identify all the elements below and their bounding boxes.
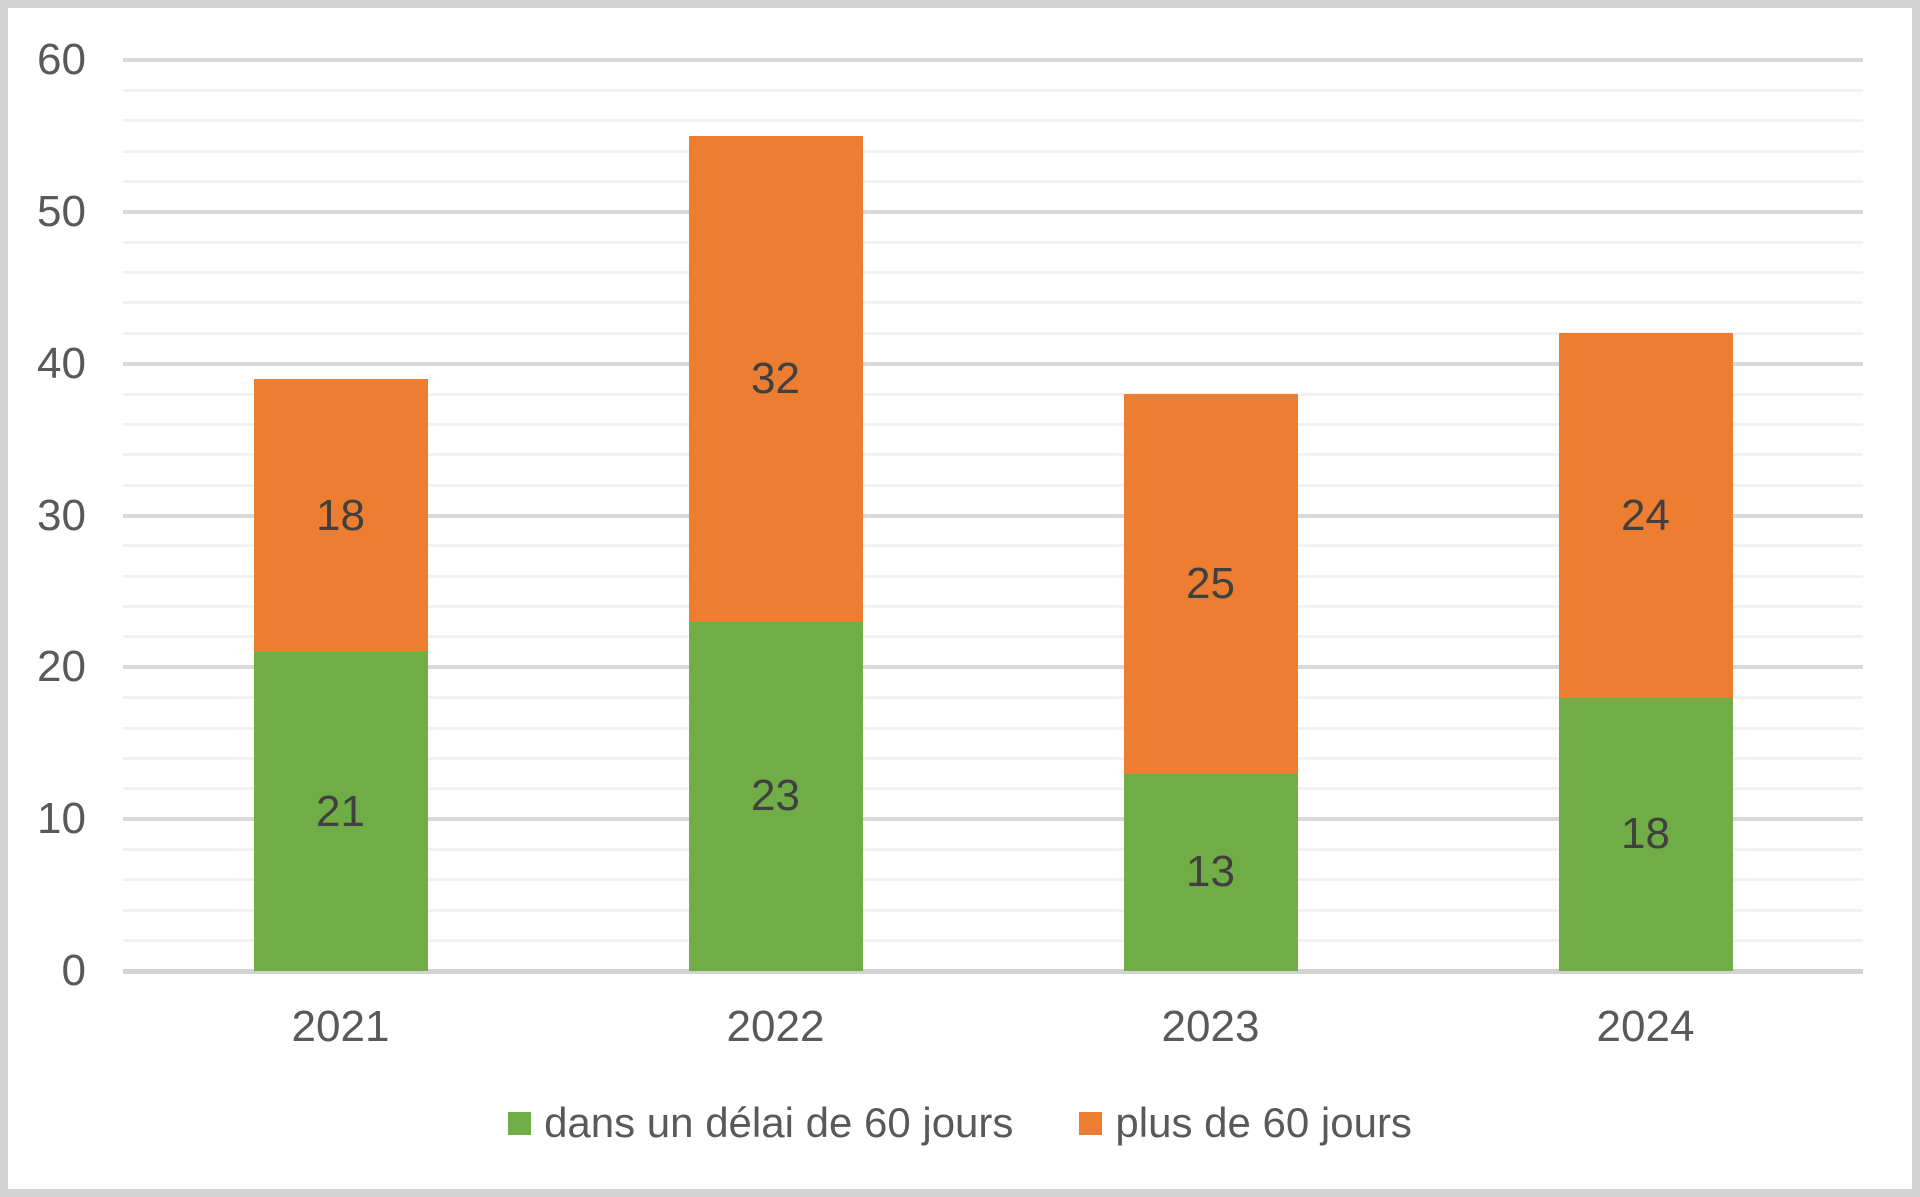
y-gridline-minor [123, 392, 1863, 396]
y-gridline-minor [123, 453, 1863, 457]
y-gridline-minor [123, 787, 1863, 791]
y-tick-label: 40 [37, 338, 86, 388]
y-gridline-major [123, 361, 1863, 366]
y-gridline-minor [123, 635, 1863, 639]
y-gridline-major [123, 58, 1863, 62]
y-gridline-minor [123, 119, 1863, 123]
y-tick-label: 60 [37, 35, 86, 84]
y-gridline-minor [123, 149, 1863, 153]
y-gridline-minor [123, 331, 1863, 335]
y-gridline-major [123, 817, 1863, 822]
x-axis-line [123, 968, 1863, 974]
y-gridline-minor [123, 240, 1863, 244]
legend-swatch-icon [1079, 1111, 1103, 1135]
y-gridline-minor [123, 544, 1863, 548]
y-gridline-minor [123, 179, 1863, 183]
y-tick-label: 20 [37, 642, 86, 692]
bar-value-label: 24 [1621, 490, 1670, 540]
x-tick-label-2024: 2024 [1596, 1002, 1695, 1051]
bar-segment-2022-series2 [688, 135, 863, 622]
bar-value-label: 18 [316, 490, 365, 540]
y-gridline-minor [123, 848, 1863, 852]
bar-value-label: 25 [1186, 558, 1235, 608]
legend-swatch-icon [508, 1111, 532, 1135]
y-gridline-minor [123, 422, 1863, 426]
y-gridline-minor [123, 574, 1863, 578]
y-gridline-major [123, 209, 1863, 214]
bar-segment-2023-series1 [1123, 773, 1298, 971]
x-tick-label-2023: 2023 [1161, 1002, 1260, 1051]
legend-label: dans un délai de 60 jours [544, 1099, 1014, 1146]
y-gridline-minor [123, 939, 1863, 943]
y-gridline-major [123, 513, 1863, 518]
y-gridline-minor [123, 483, 1863, 487]
y-gridline-minor [123, 756, 1863, 760]
bar-segment-2021-series1 [253, 652, 428, 971]
bar-value-label: 21 [316, 786, 365, 836]
y-tick-label: 0 [61, 946, 86, 995]
legend-item-series2: plus de 60 jours [1079, 1100, 1412, 1146]
bar-value-label: 13 [1186, 847, 1235, 897]
y-gridline-minor [123, 696, 1863, 700]
y-tick-label: 50 [37, 186, 86, 236]
y-gridline-minor [123, 301, 1863, 305]
y-gridline-minor [123, 908, 1863, 912]
y-gridline-minor [123, 271, 1863, 275]
y-gridline-major [123, 665, 1863, 670]
bar-segment-2024-series2 [1558, 333, 1733, 698]
bar-segment-2022-series1 [688, 621, 863, 971]
y-gridline-minor [123, 88, 1863, 92]
bar-segment-2021-series2 [253, 378, 428, 653]
y-tick-label: 30 [37, 490, 86, 540]
bar-value-label: 18 [1621, 809, 1670, 859]
y-tick-label: 10 [37, 794, 86, 844]
x-tick-label-2021: 2021 [291, 1002, 390, 1051]
y-gridline-minor [123, 605, 1863, 609]
bar-value-label: 32 [751, 353, 800, 403]
bar-value-label: 23 [751, 771, 800, 821]
legend-label: plus de 60 jours [1115, 1099, 1412, 1146]
x-tick-label-2022: 2022 [726, 1002, 825, 1051]
legend: dans un délai de 60 jours plus de 60 jour… [0, 1100, 1920, 1146]
bar-segment-2023-series2 [1123, 394, 1298, 774]
legend-item-series1: dans un délai de 60 jours [508, 1100, 1013, 1146]
bar-segment-2024-series1 [1558, 697, 1733, 971]
y-gridline-minor [123, 878, 1863, 882]
y-gridline-minor [123, 726, 1863, 730]
